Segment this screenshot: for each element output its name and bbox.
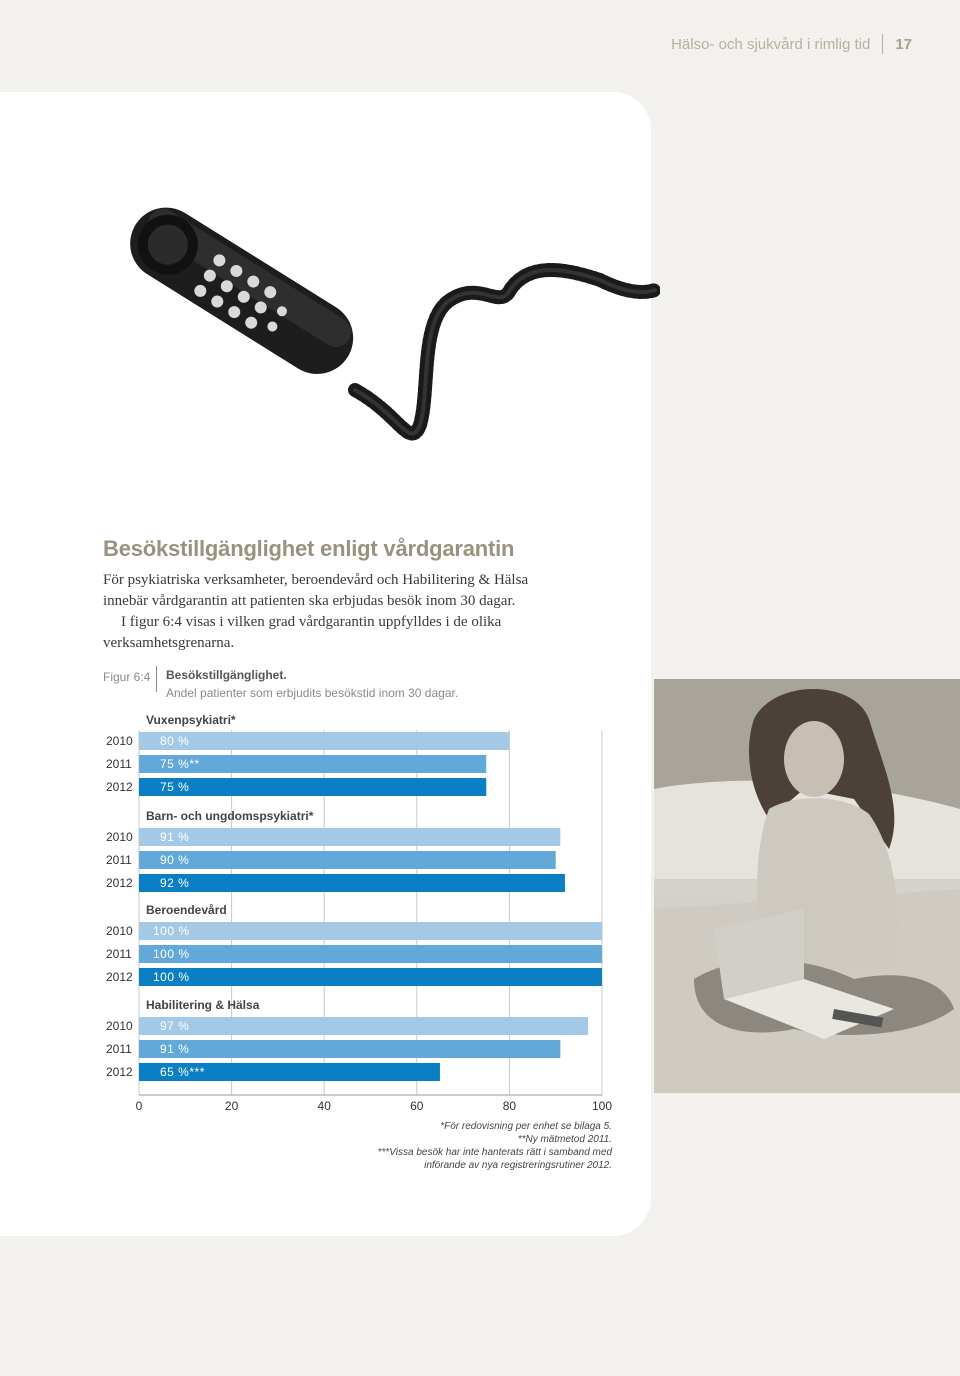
bar [139, 968, 602, 986]
year-label: 2010 [106, 924, 133, 938]
bar [139, 945, 602, 963]
data-label: 100 % [153, 947, 190, 961]
bar [139, 874, 565, 892]
year-label: 2011 [106, 947, 132, 961]
data-label: 91 % [160, 830, 189, 844]
group-label: Barn- och ungdomspsykiatri* [146, 809, 314, 823]
bar [139, 732, 510, 750]
header-divider [882, 34, 884, 54]
data-label: 92 % [160, 876, 189, 890]
figure-label: Figur 6:4 [103, 670, 151, 684]
year-label: 2011 [106, 1042, 132, 1056]
data-label: 97 % [160, 1019, 189, 1033]
year-label: 2012 [106, 876, 133, 890]
footnotes: *För redovisning per enhet se bilaga 5. … [378, 1120, 612, 1172]
x-tick-label: 20 [225, 1099, 239, 1113]
year-label: 2010 [106, 830, 133, 844]
woman-with-laptop-photo [654, 679, 960, 1093]
telephone-handset-image [130, 207, 660, 441]
x-tick-label: 80 [503, 1099, 517, 1113]
article-title: Besökstillgänglighet enligt vårdgarantin [103, 536, 515, 561]
year-label: 2011 [106, 757, 132, 771]
year-label: 2012 [106, 970, 133, 984]
data-label: 75 %** [160, 757, 200, 771]
footnote: *För redovisning per enhet se bilaga 5. [440, 1121, 612, 1132]
footnote: **Ny mätmetod 2011. [517, 1134, 612, 1145]
intro-paragraph: För psykiatriska verksamheter, beroendev… [103, 570, 603, 654]
data-label: 91 % [160, 1042, 189, 1056]
figure-title: Besökstillgänglighet. [166, 668, 287, 682]
bar [139, 755, 487, 773]
bar [139, 828, 561, 846]
page-header: Hälso- och sjukvård i rimlig tid 17 [671, 34, 912, 54]
section-title: Hälso- och sjukvård i rimlig tid [671, 35, 871, 53]
data-label: 90 % [160, 853, 189, 867]
year-label: 2011 [106, 853, 132, 867]
data-label: 65 %*** [160, 1065, 205, 1079]
x-tick-label: 40 [318, 1099, 332, 1113]
bar [139, 1017, 589, 1035]
x-tick-label: 100 [592, 1099, 612, 1113]
group-label: Beroendevård [146, 903, 227, 917]
figure-subtitle: Andel patienter som erbjudits besökstid … [166, 686, 459, 700]
bar [139, 1063, 440, 1081]
year-label: 2012 [106, 780, 133, 794]
bar [139, 922, 602, 940]
footnote: ***Vissa besök har inte hanterats rätt i… [377, 1147, 612, 1158]
bar [139, 1040, 561, 1058]
intro-line: innebär vårdgarantin att patienten ska e… [103, 593, 516, 609]
figure-divider [156, 666, 157, 692]
year-label: 2010 [106, 1019, 133, 1033]
bar [139, 851, 556, 869]
x-tick-label: 0 [136, 1099, 143, 1113]
data-label: 100 % [153, 970, 190, 984]
footnote: införande av nya registreringsrutiner 20… [424, 1160, 612, 1171]
group-label: Vuxenpsykiatri* [146, 713, 236, 727]
year-label: 2012 [106, 1065, 133, 1079]
year-label: 2010 [106, 734, 133, 748]
intro-line: verksamhetsgrenarna. [103, 635, 235, 651]
data-label: 100 % [153, 924, 190, 938]
data-label: 75 % [160, 780, 189, 794]
x-tick-label: 60 [410, 1099, 424, 1113]
bar [139, 778, 487, 796]
page-number: 17 [895, 35, 912, 53]
data-label: 80 % [160, 734, 189, 748]
intro-line: I figur 6:4 visas i vilken grad vårdgara… [121, 614, 502, 630]
intro-line: För psykiatriska verksamheter, beroendev… [103, 572, 529, 588]
group-label: Habilitering & Hälsa [146, 998, 260, 1012]
